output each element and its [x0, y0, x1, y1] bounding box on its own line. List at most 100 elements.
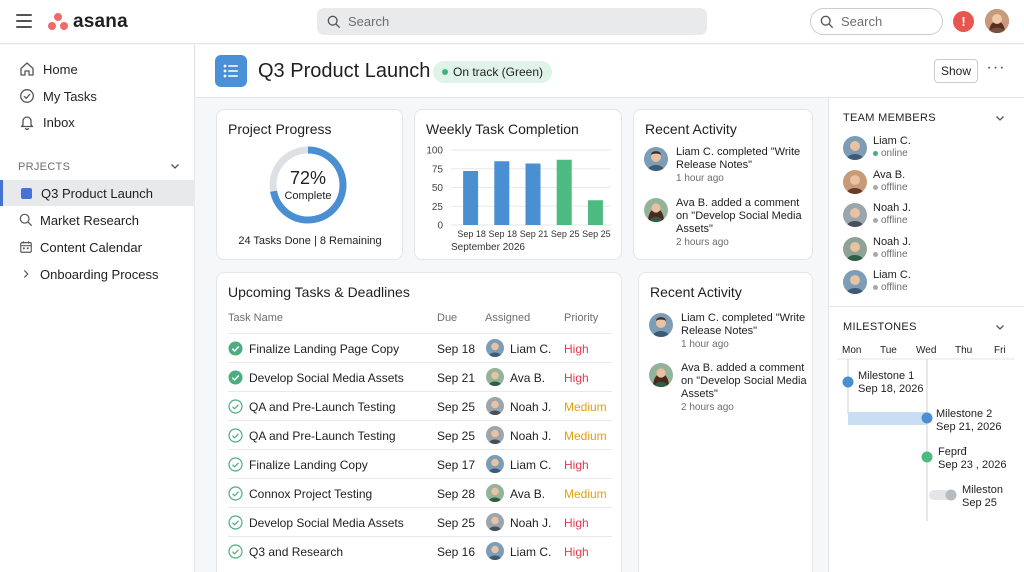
table-row[interactable]: QA and Pre-Launch Testing Sep 25 Noah J. Me… — [228, 420, 612, 449]
menu-icon[interactable] — [16, 14, 32, 28]
check-circle-icon — [20, 89, 34, 103]
avatar — [486, 455, 504, 473]
team-member[interactable]: Noah J. offline — [843, 202, 1013, 228]
table-row[interactable]: Develop Social Media Assets Sep 21 Ava B. H… — [228, 362, 612, 391]
column-header-priority[interactable]: Priority — [564, 312, 599, 324]
check-circle-icon[interactable] — [228, 544, 243, 559]
chart-bar — [556, 159, 572, 225]
alert-icon[interactable]: ! — [953, 11, 974, 32]
card-title: Upcoming Tasks & Deadlines — [228, 284, 410, 300]
chevron-down-icon[interactable] — [995, 113, 1005, 123]
right-panel: TEAM MEMBERS Liam C. online Ava B. offline N… — [828, 98, 1024, 572]
member-name: Liam C. — [873, 135, 911, 147]
sidebar-item-content-calendar[interactable]: Content Calendar — [0, 234, 195, 260]
team-member[interactable]: Noah J. offline — [843, 236, 1013, 262]
chart-bar — [494, 161, 510, 225]
milestone-3-marker — [921, 451, 933, 463]
task-priority: High — [564, 342, 589, 356]
table-row[interactable]: Connox Project Testing Sep 28 Ava B. Medium — [228, 478, 612, 507]
check-circle-icon[interactable] — [228, 457, 243, 472]
task-due: Sep 28 — [437, 487, 476, 501]
chevron-right-icon[interactable] — [19, 267, 33, 281]
progress-donut: 72% Complete — [267, 144, 349, 226]
avatar — [649, 363, 673, 387]
milestone-1-marker — [842, 376, 854, 388]
task-priority: Medium — [564, 400, 607, 414]
task-priority: High — [564, 545, 589, 559]
milestone-date: Sep 21, 2026 — [936, 421, 1002, 433]
task-assignee: Liam C. — [510, 458, 552, 472]
milestone-item[interactable]: Feprđ Sep 23 , 2026 — [938, 446, 1007, 472]
member-status: offline — [873, 249, 908, 260]
sidebar-item-label: Inbox — [43, 114, 75, 130]
task-due: Sep 25 — [437, 516, 476, 530]
sidebar-item-home[interactable]: Home — [0, 56, 195, 82]
milestone-2-marker — [921, 412, 933, 424]
member-status: offline — [873, 182, 908, 193]
milestone-item[interactable]: Milestone 2 Sep 21, 2026 — [936, 408, 1001, 434]
projects-section-label: PRJECTS — [18, 161, 71, 173]
column-header-task-name[interactable]: Task Name — [228, 312, 284, 324]
more-options-icon[interactable]: ··· — [986, 59, 1006, 76]
task-assignee: Ava B. — [510, 487, 546, 501]
activity-time: 2 hours ago — [676, 237, 729, 248]
chevron-down-icon[interactable] — [995, 322, 1005, 332]
task-due: Sep 16 — [437, 545, 476, 559]
milestone-item[interactable]: Mileston Sep 25 — [962, 484, 1003, 510]
activity-time: 1 hour ago — [681, 339, 729, 350]
card-title: Weekly Task Completion — [426, 121, 579, 137]
show-button[interactable]: Show — [934, 59, 978, 83]
project-square-icon — [21, 187, 32, 199]
x-tick-label: Sep 25 — [582, 229, 611, 239]
avatar — [843, 169, 867, 194]
activity-item[interactable]: Ava B. added a comment on "Develop Socia… — [644, 197, 814, 248]
milestone-item[interactable]: Milestone 1 Sep 18, 2026 — [858, 370, 923, 396]
table-row[interactable]: Finalize Landing Copy Sep 17 Liam C. High — [228, 449, 612, 478]
activity-text: Liam C. completed "Write Release Notes" — [676, 146, 801, 171]
sidebar-item-market-research[interactable]: Market Research — [0, 207, 195, 233]
check-circle-icon[interactable] — [228, 370, 243, 385]
task-assignee: Liam C. — [510, 342, 552, 356]
check-circle-icon[interactable] — [228, 341, 243, 356]
asana-logo[interactable]: asana — [48, 11, 128, 33]
column-header-assigned[interactable]: Assigned — [485, 312, 531, 324]
table-row[interactable]: Develop Social Media Assets Sep 25 Noah J.… — [228, 507, 612, 536]
task-name: Connox Project Testing — [249, 487, 373, 501]
sidebar-item-q3-product-launch[interactable]: Q3 Product Launch — [0, 180, 195, 206]
sidebar-item-label: Market Research — [40, 212, 139, 228]
activity-item[interactable]: Liam C. completed "Write Release Notes" … — [644, 146, 814, 184]
task-name: QA and Pre-Launch Testing — [249, 429, 396, 443]
table-row[interactable]: Q3 and Research Sep 16 Liam C. High — [228, 536, 612, 565]
search-icon — [327, 15, 341, 28]
team-member[interactable]: Liam C. online — [843, 135, 1013, 161]
table-row[interactable]: Finalize Landing Page Copy Sep 18 Liam C. H… — [228, 333, 612, 362]
chevron-down-icon[interactable] — [170, 161, 180, 171]
search-input[interactable] — [348, 14, 707, 29]
sidebar-item-my-tasks[interactable]: My Tasks — [0, 83, 195, 109]
status-badge[interactable]: On track (Green) — [433, 61, 553, 83]
activity-item[interactable]: Liam C. completed "Write Release Notes" … — [649, 312, 809, 350]
projects-section-header[interactable]: PRJECTS — [18, 161, 180, 173]
task-name: Develop Social Media Assets — [249, 516, 404, 530]
sidebar-item-onboarding-process[interactable]: Onboarding Process — [0, 261, 195, 287]
secondary-search-bar[interactable] — [810, 8, 943, 35]
team-member[interactable]: Liam C. offline — [843, 269, 1013, 295]
card-title: Project Progress — [228, 121, 332, 137]
check-circle-icon[interactable] — [228, 428, 243, 443]
task-name: Finalize Landing Copy — [249, 458, 368, 472]
avatar — [486, 368, 504, 386]
check-circle-icon[interactable] — [228, 515, 243, 530]
search-bar[interactable] — [317, 8, 707, 35]
activity-item[interactable]: Ava B. added a comment on "Develop Socia… — [649, 362, 809, 413]
team-member[interactable]: Ava B. offline — [843, 169, 1013, 195]
task-priority: High — [564, 516, 589, 530]
check-circle-icon[interactable] — [228, 486, 243, 501]
card-title: Recent Activity — [650, 284, 742, 300]
table-row[interactable]: QA and Pre-Launch Testing Sep 25 Noah J. Me… — [228, 391, 612, 420]
secondary-search-input[interactable] — [841, 14, 942, 29]
sidebar-item-inbox[interactable]: Inbox — [0, 109, 195, 135]
column-header-due[interactable]: Due — [437, 312, 458, 324]
user-avatar[interactable] — [985, 9, 1009, 33]
check-circle-icon[interactable] — [228, 399, 243, 414]
